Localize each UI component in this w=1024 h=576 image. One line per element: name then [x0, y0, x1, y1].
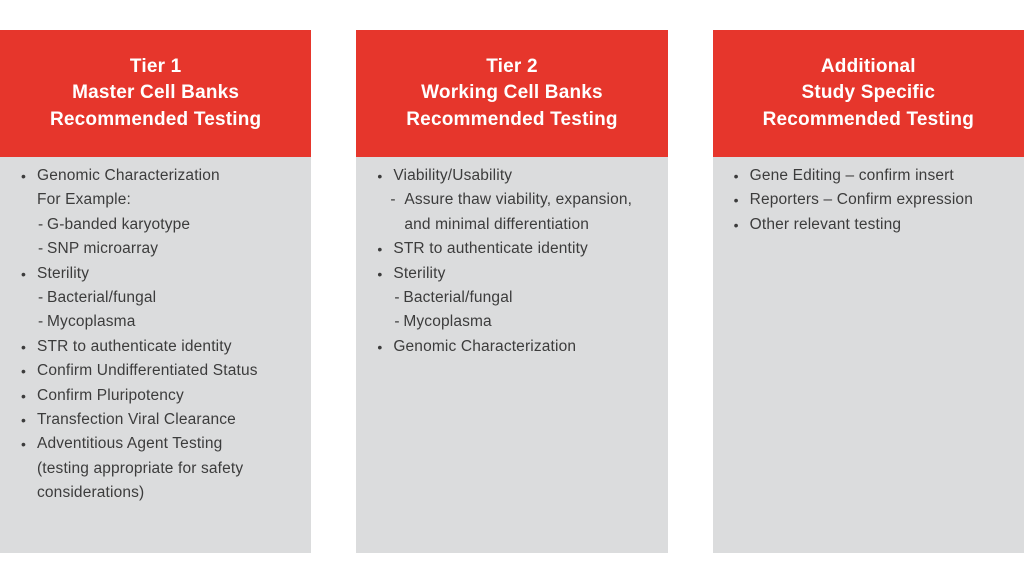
- column-additional-study-specific: Additional Study Specific Recommended Test…: [712, 30, 1024, 553]
- list-item-text: Transfection Viral Clearance: [37, 411, 236, 429]
- dash-marker: -: [390, 191, 396, 209]
- column-body: • Gene Editing – confirm insert • Reporters…: [712, 157, 1024, 553]
- list-item-text: Sterility: [37, 264, 90, 282]
- dash-marker: -: [394, 313, 400, 331]
- column-body: • Genomic Characterization For Example: - G-…: [0, 157, 312, 553]
- dash-marker: -: [38, 313, 44, 331]
- list-item: • Genomic Characterization: [0, 164, 311, 188]
- header-line: Tier 1: [129, 55, 182, 77]
- bullet-marker: •: [21, 412, 27, 429]
- header-line: Recommended Testing: [406, 108, 618, 130]
- list-item-text: Gene Editing – confirm insert: [749, 167, 954, 184]
- bullet-marker: •: [21, 338, 27, 355]
- list-item-text: Genomic Characterization: [37, 167, 220, 184]
- list-item-text: Bacterial/fungal: [47, 289, 157, 307]
- column-header: Additional Study Specific Recommended Test…: [712, 30, 1024, 157]
- list-item: • Confirm Undifferentiated Status: [0, 359, 311, 383]
- list-item-text: Confirm Undifferentiated Status: [37, 362, 258, 380]
- list-item-text: Bacterial/fungal: [403, 289, 513, 307]
- list-item: - SNP microarray: [0, 237, 311, 261]
- list-item-text: Sterility: [393, 264, 446, 282]
- list-item: - G-banded karyotype: [0, 213, 311, 237]
- header-line: Recommended Testing: [49, 108, 262, 130]
- bullet-marker: •: [21, 387, 27, 404]
- list-item-text: G-banded karyotype: [47, 215, 191, 233]
- column-body: • Viability/Usability - Assure thaw viabili…: [356, 157, 668, 553]
- header-line: Tier 2: [486, 55, 538, 77]
- header-line: Working Cell Banks: [421, 82, 603, 104]
- list-item-text: STR to authenticate identity: [37, 337, 232, 355]
- list-item-text: SNP microarray: [47, 240, 159, 258]
- column-header: Tier 2 Working Cell Banks Recommended Test…: [356, 30, 668, 157]
- header-line: Master Cell Banks: [72, 82, 240, 104]
- list-item-text: Genomic Characterization: [393, 337, 577, 355]
- column-header: Tier 1 Master Cell Banks Recommended Testi…: [0, 30, 312, 157]
- bullet-marker: •: [377, 265, 383, 282]
- list-item: - Bacterial/fungal: [356, 286, 667, 310]
- list-item: • Sterility: [0, 262, 311, 286]
- bullet-marker: •: [21, 363, 27, 380]
- bullet-marker: •: [21, 168, 27, 184]
- list-item: • STR to authenticate identity: [0, 335, 311, 359]
- bullet-marker: •: [733, 192, 739, 209]
- list-item: • Gene Editing – confirm insert: [713, 164, 1024, 188]
- dash-marker: -: [38, 240, 44, 258]
- list-item-text: Adventitious Agent Testing (testing appr…: [37, 435, 244, 502]
- list-item: • Reporters – Confirm expression: [713, 188, 1024, 212]
- list-item-text: Confirm Pluripotency: [37, 386, 184, 404]
- list-item: • Viability/Usability: [356, 164, 667, 188]
- header-line: Study Specific: [801, 82, 936, 104]
- testing-tiers-board: Tier 1 Master Cell Banks Recommended Testi…: [0, 30, 1024, 553]
- list-item: • Confirm Pluripotency: [0, 384, 311, 408]
- list-item-text: Other relevant testing: [749, 215, 902, 233]
- list-item-text: For Example:: [37, 191, 131, 209]
- list-item: • STR to authenticate identity: [356, 237, 667, 261]
- list-item: - Mycoplasma: [0, 310, 311, 334]
- header-line: Recommended Testing: [762, 108, 975, 130]
- list-item: • Genomic Characterization: [356, 335, 667, 359]
- bullet-marker: •: [377, 241, 383, 258]
- list-item: For Example:: [0, 188, 311, 212]
- list-item-text: Mycoplasma: [47, 313, 136, 331]
- list-item: • Transfection Viral Clearance: [0, 408, 311, 432]
- column-tier2-working-cell-banks: Tier 2 Working Cell Banks Recommended Test…: [356, 30, 668, 553]
- list-item-text: Assure thaw viability, expansion, and mi…: [404, 191, 633, 233]
- list-item-text: Mycoplasma: [403, 313, 492, 331]
- dash-marker: -: [38, 215, 44, 233]
- header-line: Additional: [820, 55, 916, 77]
- dash-marker: -: [394, 289, 400, 307]
- list-item-text: Reporters – Confirm expression: [749, 191, 973, 209]
- list-item: • Other relevant testing: [713, 213, 1024, 237]
- list-item-text: Viability/Usability: [393, 167, 513, 184]
- list-item: - Mycoplasma: [356, 310, 667, 334]
- list-item: - Assure thaw viability, expansion, and m…: [356, 188, 667, 237]
- list-item: - Bacterial/fungal: [0, 286, 311, 310]
- list-item-text: STR to authenticate identity: [393, 240, 588, 258]
- bullet-marker: •: [21, 265, 27, 282]
- dash-marker: -: [38, 289, 44, 307]
- list-item: • Adventitious Agent Testing (testing app…: [0, 432, 311, 505]
- list-item: • Sterility: [356, 262, 667, 286]
- bullet-marker: •: [21, 436, 27, 453]
- column-tier1-master-cell-banks: Tier 1 Master Cell Banks Recommended Testi…: [0, 30, 312, 553]
- bullet-marker: •: [377, 338, 383, 355]
- bullet-marker: •: [733, 168, 739, 184]
- bullet-marker: •: [733, 216, 739, 233]
- bullet-marker: •: [377, 168, 383, 184]
